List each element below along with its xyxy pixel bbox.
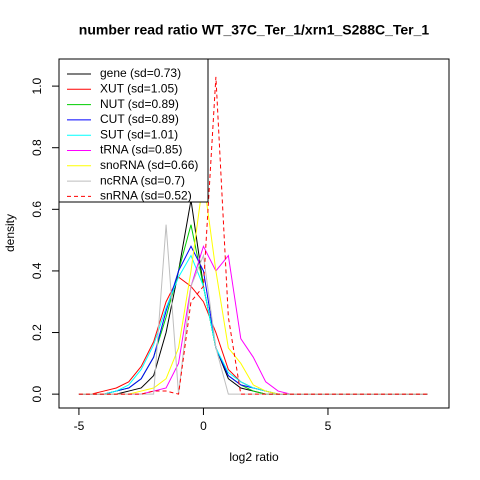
x-tick-label: 5 [325,419,332,433]
x-tick-label: 0 [200,419,207,433]
plot-frame [58,58,450,409]
x-axis-label: log2 ratio [229,450,279,464]
legend-label: XUT (sd=1.05) [100,81,178,95]
legend-label: ncRNA (sd=0.7) [100,173,185,187]
y-tick-label: 0.4 [30,262,44,279]
legend-label: snoRNA (sd=0.66) [100,158,198,172]
legend-label: NUT (sd=0.89) [100,97,179,111]
y-tick-label: 0.6 [30,201,44,218]
y-tick-label: 0.2 [30,324,44,341]
y-tick-label: 1.0 [30,77,44,94]
series-line [78,76,428,395]
y-tick-label: 0.0 [30,385,44,402]
chart-title: number read ratio WT_37C_Ter_1/xrn1_S288… [79,22,430,38]
legend-box [58,58,209,203]
y-tick-label: 0.8 [30,139,44,156]
legend-label: CUT (sd=0.89) [100,112,179,126]
legend-label: gene (sd=0.73) [100,66,181,80]
y-axis-label: density [3,214,17,252]
legend-label: tRNA (sd=0.85) [100,143,182,157]
x-tick-label: -5 [74,419,85,433]
legend-label: SUT (sd=1.01) [100,127,178,141]
legend-label: snRNA (sd=0.52) [100,189,192,203]
